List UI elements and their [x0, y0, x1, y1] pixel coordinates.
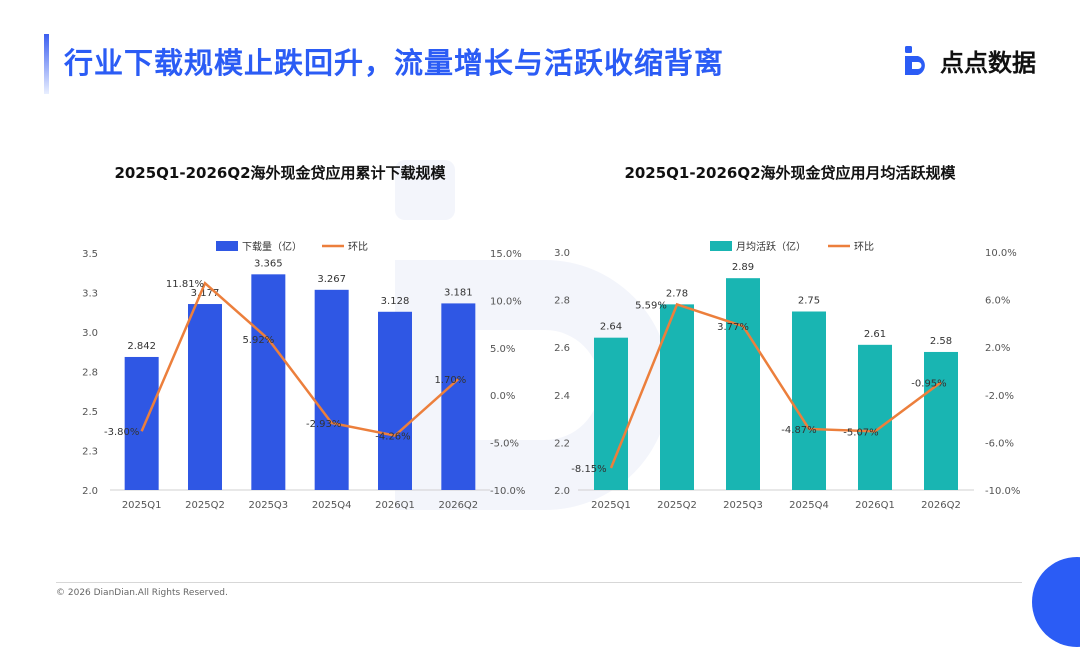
bar: [924, 351, 958, 490]
legend-bar-swatch: [710, 241, 732, 251]
bar: [726, 278, 760, 490]
bar-value-label: 2.842: [127, 341, 156, 352]
line-value-label: -4.26%: [375, 432, 410, 443]
bar-value-label: 3.177: [191, 288, 220, 299]
y-left-tick-label: 2.6: [554, 343, 570, 354]
footer-divider: [56, 582, 1022, 583]
line-value-label: -0.95%: [911, 378, 946, 389]
bar-value-label: 2.89: [732, 262, 754, 273]
growth-line: [140, 281, 460, 437]
legend-line-label: 环比: [854, 241, 874, 253]
bar: [314, 289, 349, 490]
bar: [188, 304, 222, 490]
y-left-tick-label: 2.0: [82, 486, 98, 497]
y-left-tick-label: 2.0: [554, 486, 570, 497]
download-scale-plot: 3.5 3.3 3.0 2.8 2.5 2.3 2.0 15.0% 10.0% 5.0% 0.0% -…: [82, 240, 525, 511]
y-right-tick-label: -10.0%: [985, 486, 1020, 497]
y-right-tick-label: 5.0%: [490, 344, 515, 355]
growth-line: [609, 302, 942, 469]
bar-value-label: 2.75: [798, 296, 820, 307]
x-tick-label: 2026Q1: [375, 500, 415, 511]
y-right-tick-label: 10.0%: [490, 296, 522, 307]
active-scale-plot: 3.0 2.8 2.6 2.4 2.2 2.0 10.0% 6.0% 2.0% -2.0% -6.0…: [554, 240, 1020, 511]
x-tick-label: 2025Q1: [122, 500, 162, 511]
logo-text: 点点数据: [940, 48, 1036, 77]
bar: [441, 303, 476, 490]
y-left-tick-label: 2.8: [554, 296, 570, 307]
legend-bar-label: 月均活跃（亿）: [736, 240, 806, 253]
bar-value-label: 3.267: [317, 274, 346, 285]
line-value-label: -3.80%: [104, 427, 139, 438]
corner-decoration: [1032, 557, 1080, 647]
y-left-tick-label: 2.5: [82, 407, 98, 418]
line-value-label: 11.81%: [166, 279, 204, 290]
active-scale-chart: 2025Q1-2026Q2海外现金贷应用月均活跃规模 3.0 2.8 2.6 2.4 2…: [530, 140, 1050, 520]
y-left-tick-label: 3.0: [554, 248, 570, 259]
title-accent-bar: [44, 34, 49, 94]
bar: [858, 344, 892, 490]
bar: [124, 356, 159, 490]
y-left-tick-label: 2.8: [82, 368, 98, 379]
bar-value-label: 2.64: [600, 322, 622, 333]
x-tick-label: 2025Q4: [312, 500, 352, 511]
y-left-tick-label: 3.3: [82, 289, 98, 300]
y-right-tick-label: -10.0%: [490, 486, 525, 497]
y-right-tick-label: -5.0%: [490, 439, 519, 450]
x-tick-label: 2025Q2: [657, 500, 697, 511]
legend-line-label: 环比: [348, 241, 368, 253]
line-value-label: 5.59%: [635, 300, 667, 311]
line-value-label: 1.70%: [434, 375, 466, 386]
y-left-tick-label: 2.3: [82, 447, 98, 458]
bar: [792, 311, 826, 490]
x-tick-label: 2025Q2: [185, 500, 225, 511]
y-left-tick-label: 2.4: [554, 391, 570, 402]
bar-value-label: 2.61: [864, 329, 886, 340]
page-title: 行业下载规模止跌回升，流量增长与活跃收缩背离: [64, 46, 725, 80]
line-value-label: -2.93%: [306, 419, 341, 430]
legend-bar-swatch: [216, 241, 238, 251]
x-tick-label: 2026Q1: [855, 500, 895, 511]
download-scale-chart: 2025Q1-2026Q2海外现金贷应用累计下载规模 3.5 3.3 3.0 2.8 2…: [20, 140, 540, 520]
bar: [251, 274, 286, 490]
chart-title: 2025Q1-2026Q2海外现金贷应用月均活跃规模: [624, 164, 956, 182]
x-tick-label: 2026Q2: [921, 500, 961, 511]
y-right-tick-label: 15.0%: [490, 249, 522, 260]
x-tick-label: 2025Q1: [591, 500, 631, 511]
bar-value-label: 2.58: [930, 336, 952, 347]
line-value-label: -8.15%: [571, 464, 606, 475]
y-left-tick-label: 3.0: [82, 328, 98, 339]
line-value-label: -5.07%: [843, 427, 878, 438]
x-tick-label: 2025Q3: [248, 500, 288, 511]
diandian-logo-icon: [905, 46, 925, 75]
x-tick-label: 2025Q3: [723, 500, 763, 511]
y-right-tick-label: 2.0%: [985, 343, 1010, 354]
y-right-tick-label: 6.0%: [985, 296, 1010, 307]
legend-bar-label: 下载量（亿）: [242, 240, 302, 253]
x-tick-label: 2025Q4: [789, 500, 829, 511]
y-left-tick-label: 3.5: [82, 249, 98, 260]
line-value-label: 3.77%: [717, 322, 749, 333]
bar-value-label: 2.78: [666, 288, 688, 299]
line-value-label: -4.87%: [781, 425, 816, 436]
copyright-text: © 2026 DianDian.All Rights Reserved.: [56, 588, 228, 598]
bar-value-label: 3.365: [254, 258, 283, 269]
y-right-tick-label: -6.0%: [985, 438, 1014, 449]
line-value-label: 5.92%: [242, 335, 274, 346]
x-tick-label: 2026Q2: [438, 500, 478, 511]
bar-value-label: 3.181: [444, 287, 473, 298]
bar: [594, 337, 628, 490]
chart-title: 2025Q1-2026Q2海外现金贷应用累计下载规模: [114, 164, 446, 182]
brand-logo: 点点数据: [904, 40, 1036, 80]
bar-value-label: 3.128: [381, 296, 410, 307]
y-right-tick-label: -2.0%: [985, 391, 1014, 402]
y-right-tick-label: 0.0%: [490, 391, 515, 402]
y-left-tick-label: 2.2: [554, 438, 570, 449]
y-right-tick-label: 10.0%: [985, 248, 1017, 259]
bar: [378, 311, 412, 490]
